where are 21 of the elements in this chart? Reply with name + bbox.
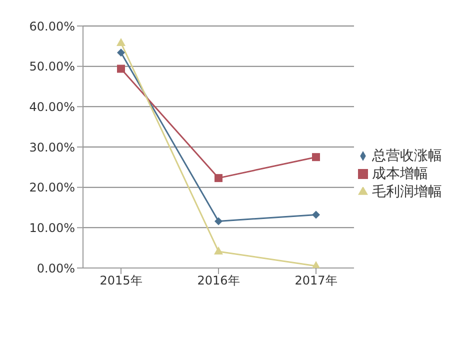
y-tick-label: 0.00% [36,261,75,276]
y-tick-label: 30.00% [29,140,75,154]
point [312,153,320,162]
point [214,217,222,226]
x-tick-label: 2016年 [197,274,240,288]
point [117,48,125,57]
y-tick-label: 10.00% [29,220,75,235]
point [214,174,222,182]
legend-label: 总营收涨幅 [372,148,442,164]
legend-label: 毛利润增幅 [372,184,442,200]
legend-label: 成本增幅 [372,166,428,182]
x-tick-label: 2017年 [294,274,338,288]
y-tick-label: 50.00% [29,60,75,74]
point [312,210,320,219]
point [117,64,125,73]
x-tick-label: 2015年 [100,274,142,288]
y-tick-label: 60.00% [29,19,75,34]
point [214,246,223,254]
y-tick-label: 20.00% [29,180,75,195]
point [116,38,126,46]
y-tick-label: 40.00% [29,100,75,114]
